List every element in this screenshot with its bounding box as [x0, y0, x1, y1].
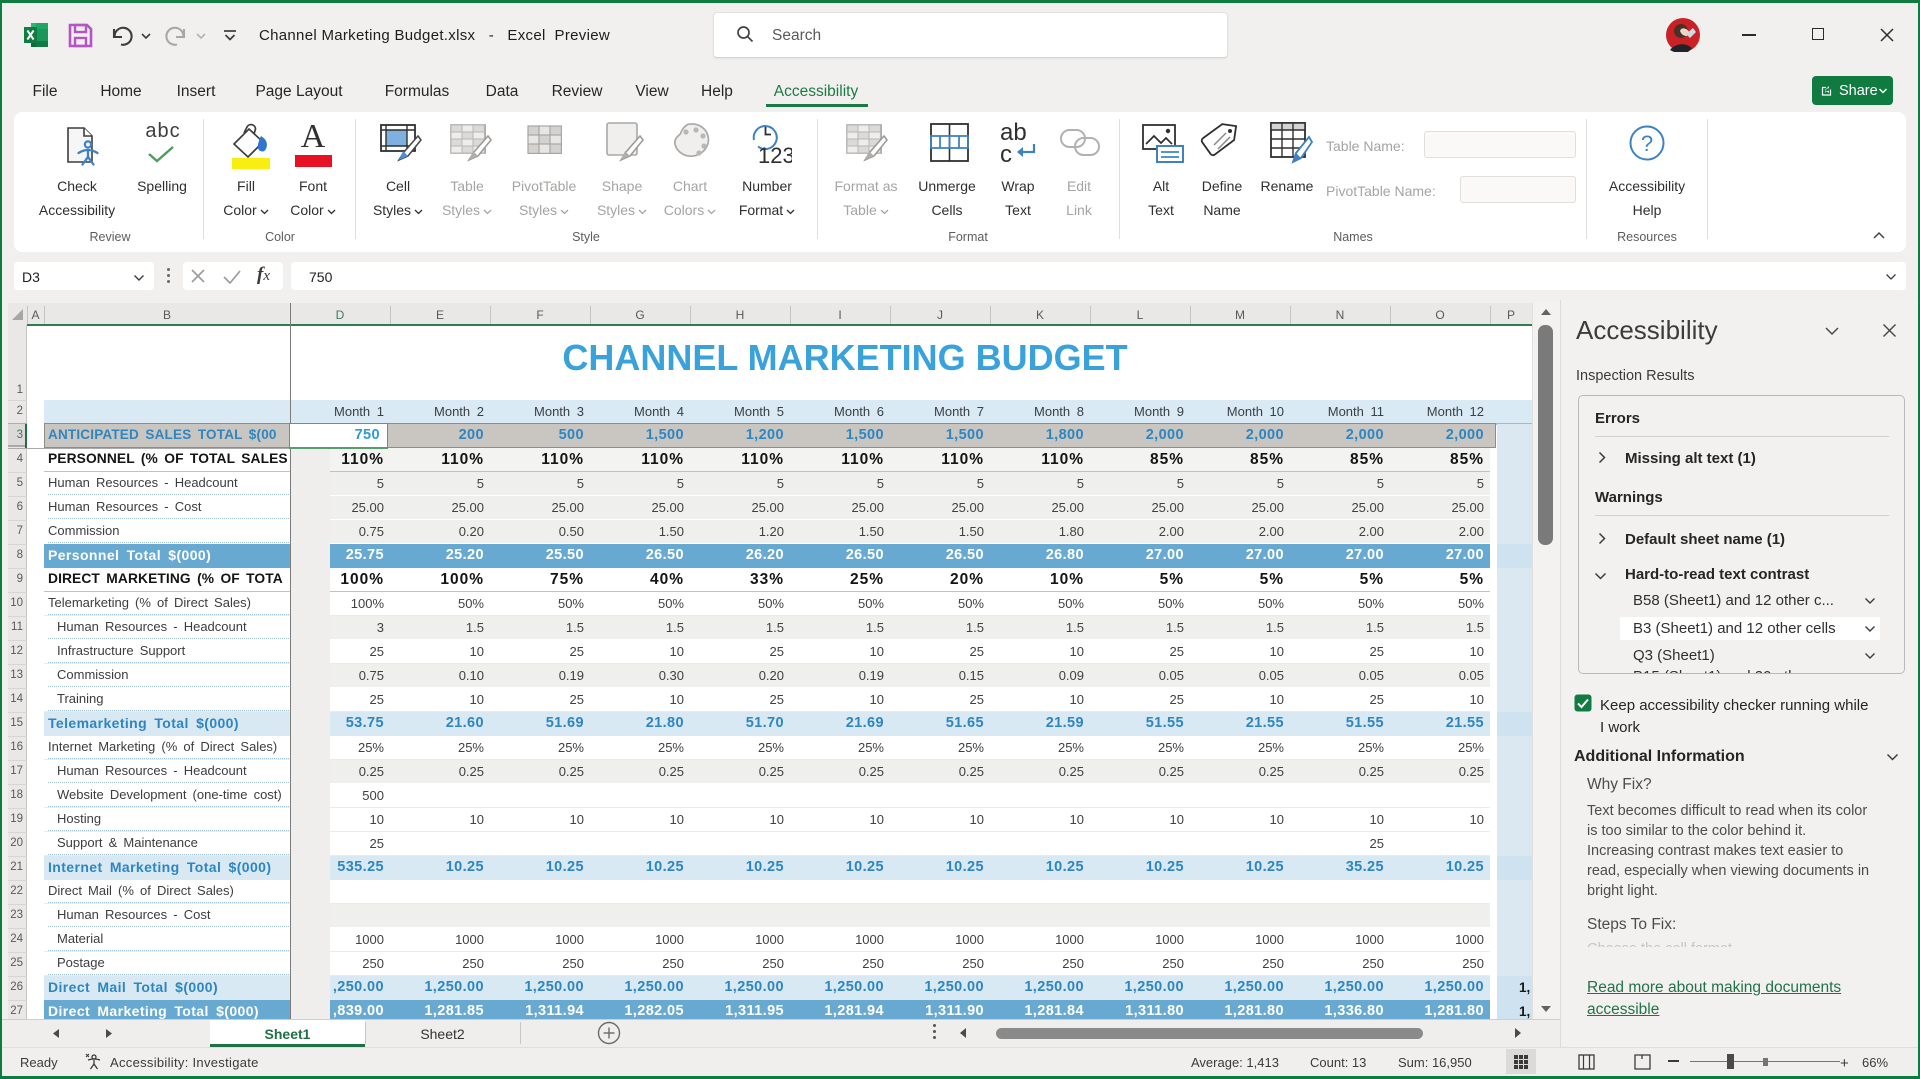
svg-text:?: ? [1641, 131, 1653, 156]
svg-text:c: c [1000, 141, 1012, 166]
svg-text:123: 123 [758, 143, 792, 168]
svg-text:ab: ab [1000, 120, 1027, 146]
